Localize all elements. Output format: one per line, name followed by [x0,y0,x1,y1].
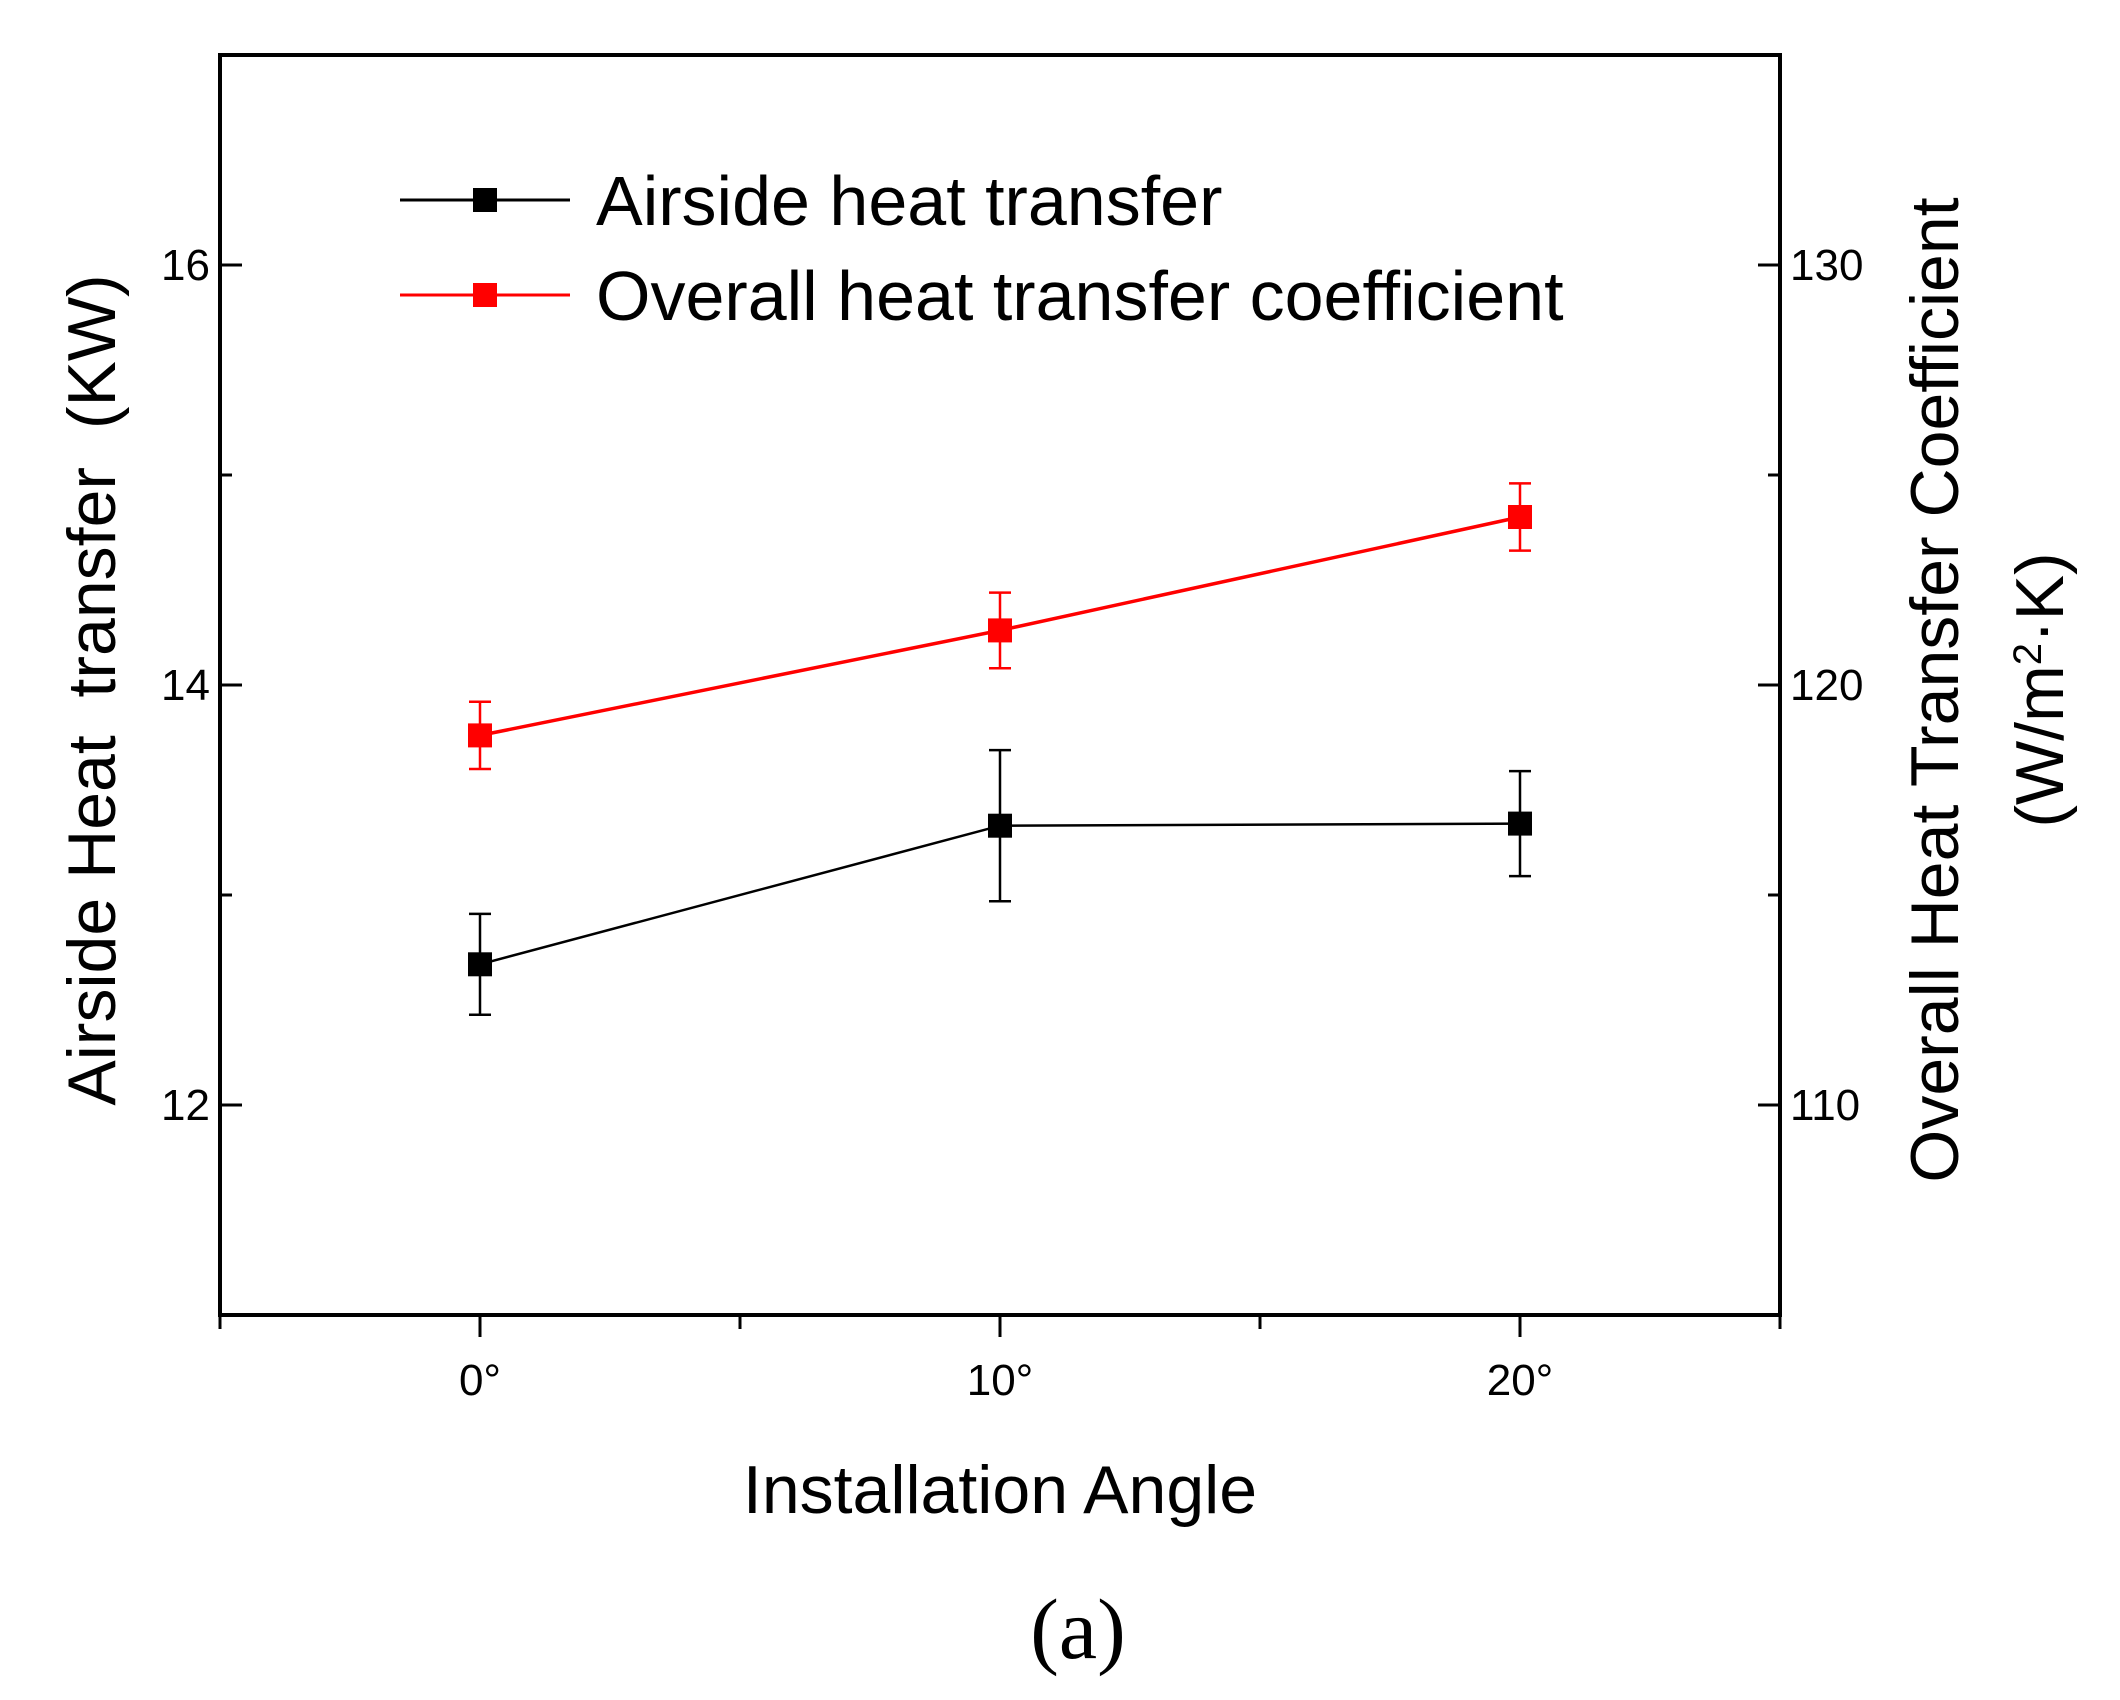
y-left-tick-label: 14 [161,661,210,710]
legend-entry-airside: Airside heat transfer [400,162,1222,240]
data-point-airside [468,952,492,977]
figure-caption: (a) [1030,1581,1125,1677]
plot-area-frame [218,53,1782,1317]
y-right-tick-label: 110 [1790,1081,1860,1130]
data-point-airside [988,813,1012,838]
x-tick-label: 10° [967,1356,1034,1405]
x-axis-title: Installation Angle [743,1452,1257,1528]
y-axis-right-title-line1: Overall Heat Transfer Coefficient [1897,197,1973,1182]
legend-label-overall: Overall heat transfer coefficient [596,257,1564,335]
right-axis-ticks: 110 120 130 [1758,53,1863,1317]
series-overall [468,482,1532,771]
y-axis-right-title-line2: (W/m2·K) [2002,552,2078,827]
left-axis-ticks: 12 14 16 [161,53,242,1317]
data-point-overall [988,618,1012,643]
legend-label-airside: Airside heat transfer [596,162,1222,240]
x-axis-ticks: 0° 10° 20° [218,1315,1782,1405]
x-tick-label: 0° [459,1356,501,1405]
series-layer [468,482,1532,1016]
legend-entry-overall: Overall heat transfer coefficient [400,257,1564,335]
series-airside [468,748,1532,1016]
x-tick-label: 20° [1487,1356,1554,1405]
y-left-tick-label: 16 [161,241,210,290]
data-point-airside [1508,811,1532,836]
y-right-tick-label: 120 [1790,661,1863,710]
y-right-tick-label: 130 [1790,241,1863,290]
y-axis-left-title: Airside Heat transfer (KW) [54,274,130,1105]
data-point-overall [468,723,492,748]
legend-swatch-overall-marker [473,283,497,307]
legend: Airside heat transfer Overall heat trans… [400,162,1564,335]
legend-swatch-airside-marker [473,188,497,212]
y-left-tick-label: 12 [161,1081,210,1130]
data-point-overall [1508,505,1532,529]
